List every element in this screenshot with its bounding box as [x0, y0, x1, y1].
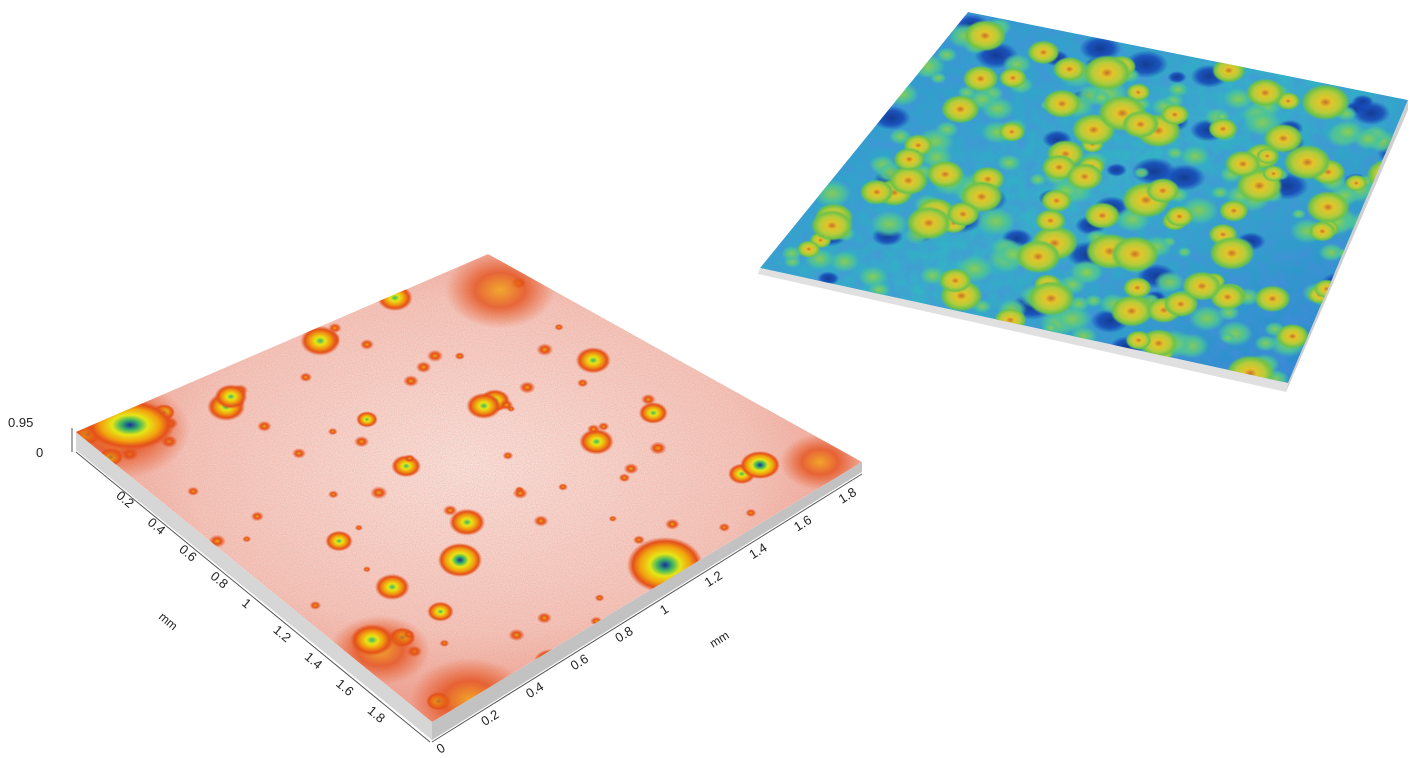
- right-bumps: [781, 14, 1408, 383]
- y-axis-tick-label: 0.2: [478, 706, 501, 728]
- z-axis-top-label: 0.95: [8, 415, 33, 430]
- right-base-slab: [758, 268, 1288, 392]
- y-axis-tick-label: 0: [434, 740, 448, 757]
- left-base-slab: [76, 432, 432, 740]
- x-axis-unit-label: mm: [156, 610, 180, 634]
- z-axis-bottom-label: 0: [36, 445, 43, 460]
- y-axis-tick-label: 0.6: [568, 651, 591, 673]
- right-base-slab-side: [1286, 100, 1408, 392]
- left-base-slab-right: [432, 462, 862, 740]
- y-axis-tick-label: 1.2: [702, 568, 725, 590]
- x-axis-tick-label: 1.2: [270, 622, 293, 645]
- y-axis-tick-label: 1: [657, 601, 671, 618]
- left-front-axis-line: [75, 451, 431, 743]
- left-surface-plot: 0.95 0 0.20.40.60.811.21.41.61.8 00.20.4…: [8, 254, 863, 757]
- y-axis-tick-label: 0.8: [612, 623, 635, 645]
- y-axis-unit-label: mm: [707, 628, 731, 650]
- y-axis-tick-label: 1.8: [836, 484, 859, 506]
- x-axis-tick-label: 1.4: [302, 649, 325, 672]
- right-front-axis-line: [431, 473, 863, 743]
- x-axis-tick-label: 1: [239, 595, 254, 611]
- x-axis-tick-label: 1.8: [365, 703, 388, 726]
- y-axis-tick-label: 0.4: [523, 679, 546, 701]
- y-axis-tick-label: 1.6: [791, 512, 814, 534]
- y-axis-tick-label: 1.4: [746, 540, 769, 562]
- right-surface-plot: [758, 12, 1408, 392]
